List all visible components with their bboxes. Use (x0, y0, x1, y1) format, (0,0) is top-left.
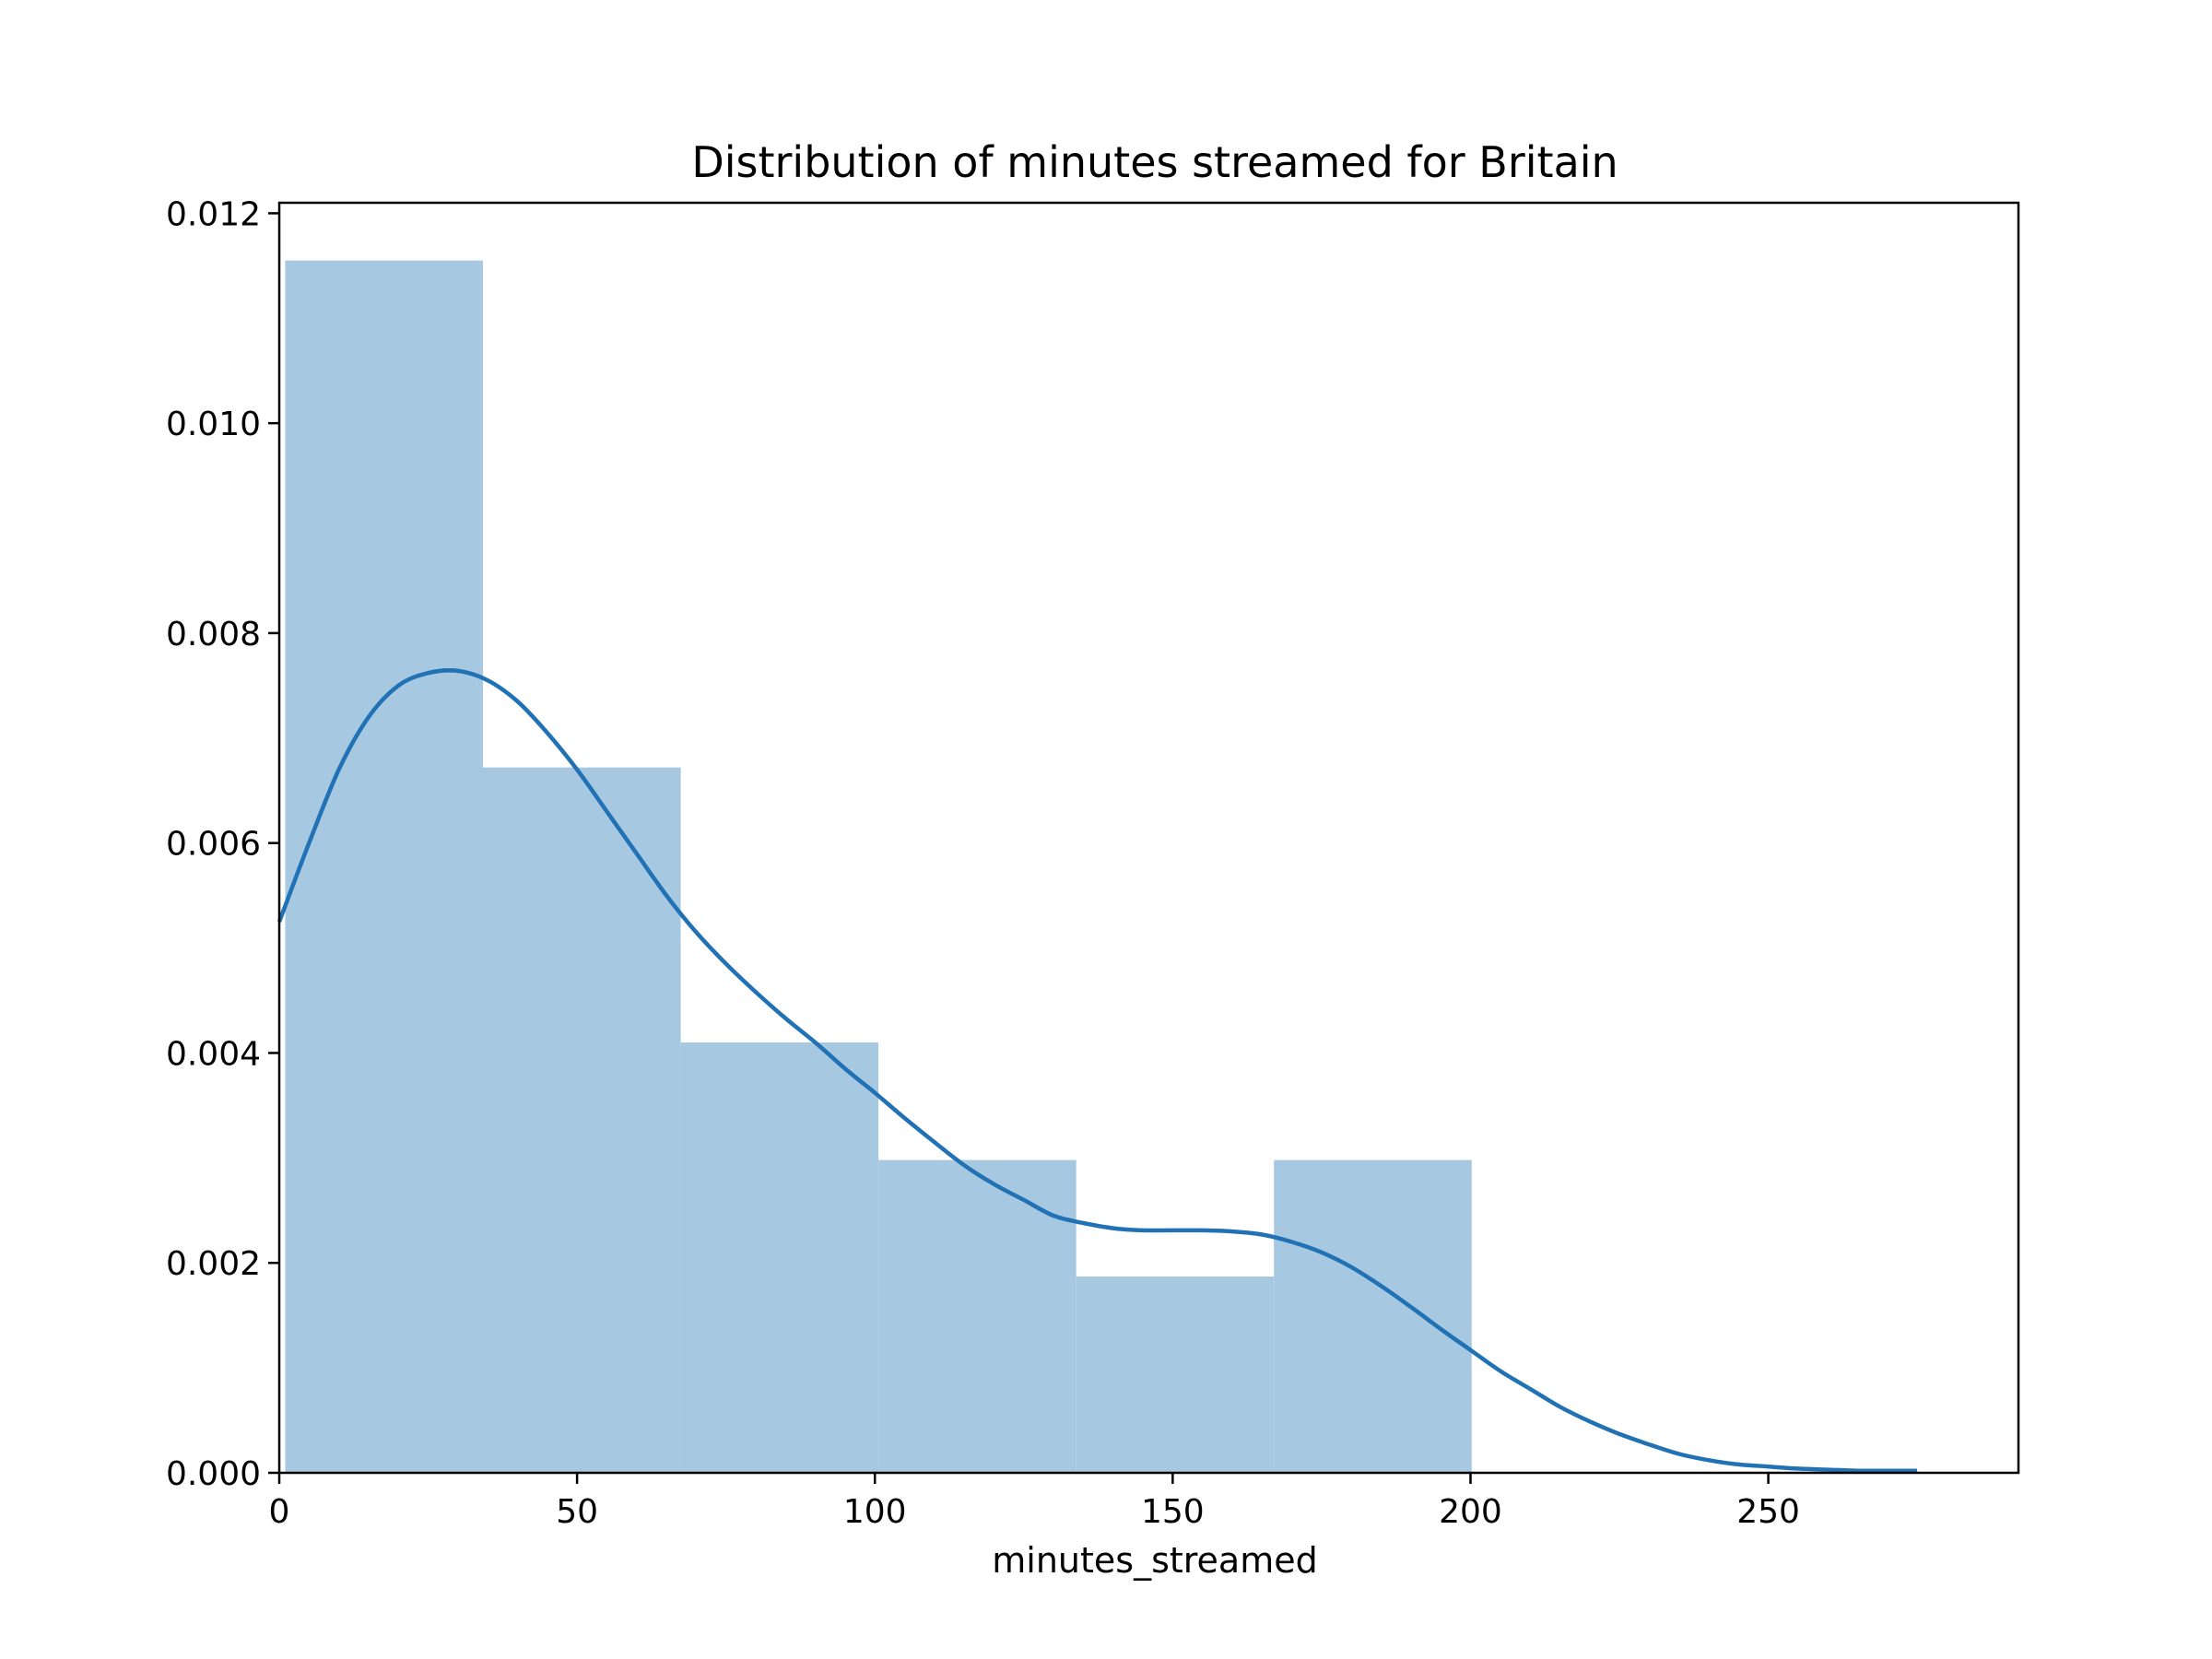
x-tick-label: 250 (1736, 1493, 1800, 1531)
x-tick-label: 100 (843, 1493, 907, 1531)
chart-title: Distribution of minutes streamed for Bri… (691, 137, 1618, 187)
y-tick-label: 0.000 (166, 1455, 261, 1493)
plot-area-frame (277, 201, 2020, 1475)
histogram-bar-6 (1274, 1159, 1472, 1473)
histogram-bar-3 (680, 1042, 879, 1473)
x-tick-label: 50 (556, 1493, 598, 1531)
x-tick-label: 0 (269, 1493, 290, 1531)
y-tick-label: 0.006 (166, 826, 261, 864)
y-tick-label: 0.008 (166, 616, 261, 653)
x-tick-label: 200 (1439, 1493, 1502, 1531)
kde-curve (276, 668, 1918, 1474)
y-tick-label: 0.004 (166, 1035, 261, 1073)
y-tick-label: 0.002 (166, 1245, 261, 1283)
histogram-bar-5 (1076, 1277, 1275, 1473)
y-axis-ticks: 0.000 0.002 0.004 0.006 0.008 0.010 0.012 (166, 195, 279, 1493)
histogram-bars (285, 260, 1472, 1473)
x-tick-label: 150 (1141, 1493, 1205, 1531)
histogram-bar-1 (285, 260, 484, 1473)
y-tick-label: 0.010 (166, 406, 261, 443)
kde-curve-group (276, 668, 1918, 1474)
histogram-bar-2 (483, 767, 681, 1473)
histogram-bar-4 (878, 1159, 1077, 1473)
x-axis-ticks: 0 50 100 150 200 250 (269, 1473, 1800, 1531)
y-tick-label: 0.012 (166, 195, 261, 233)
x-axis-label: minutes_streamed (992, 1540, 1318, 1581)
